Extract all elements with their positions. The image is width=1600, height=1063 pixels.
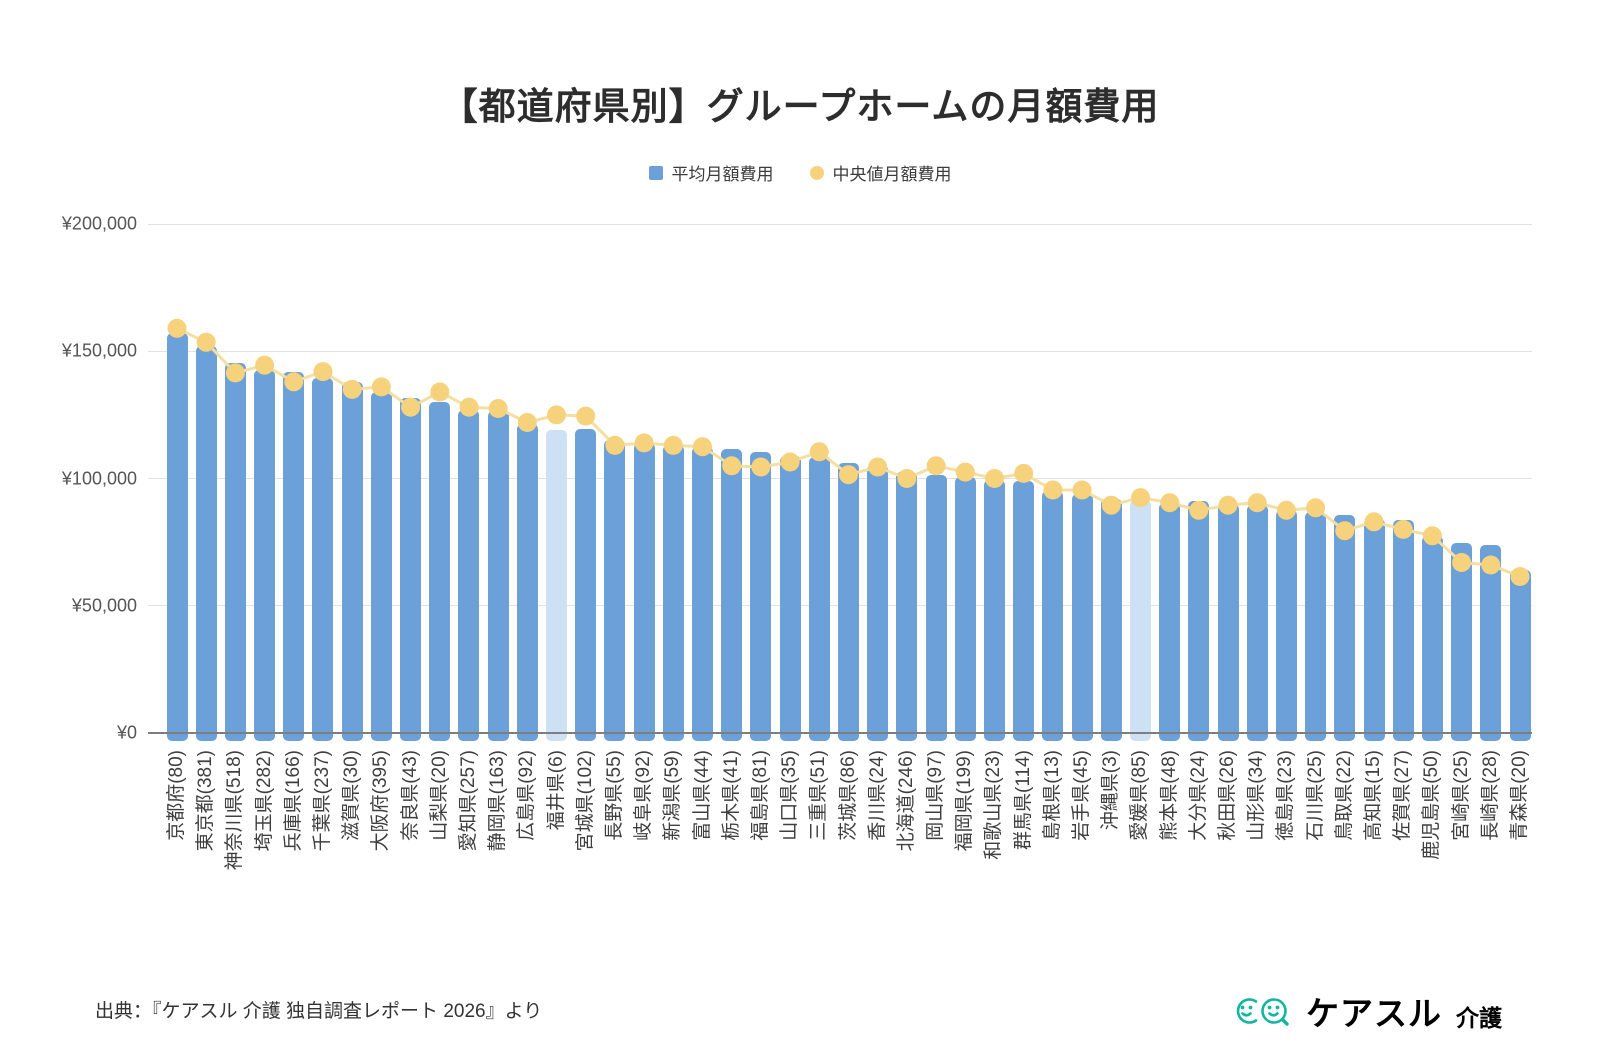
x-axis-label: 奈良県(43) (399, 750, 421, 841)
x-axis-label: 山形県(34) (1246, 750, 1268, 841)
caresul-logo: ケアスル 介護 (1230, 987, 1502, 1035)
x-axis-label: 熊本県(48) (1158, 750, 1180, 841)
x-axis-label: 三重県(51) (808, 750, 830, 841)
legend: 平均月額費用 中央値月額費用 (0, 160, 1600, 185)
x-axis-label: 広島県(92) (516, 750, 538, 841)
y-axis-tick-label: ¥150,000 (61, 340, 137, 361)
x-axis-label: 香川県(24) (866, 750, 888, 841)
x-axis-label: 大阪府(395) (370, 750, 392, 852)
x-axis-label: 千葉県(237) (311, 750, 333, 852)
x-axis-label: 佐賀県(27) (1392, 750, 1414, 841)
x-axis-label: 石川県(25) (1304, 750, 1326, 841)
x-axis-label: 鹿児島県(50) (1421, 750, 1443, 860)
x-axis-label: 神奈川県(518) (224, 750, 246, 871)
median-series-swatch (809, 165, 824, 180)
average-bar (1421, 535, 1443, 741)
y-axis-tick-label: ¥200,000 (61, 213, 137, 234)
x-axis-label: 宮城県(102) (574, 750, 596, 852)
logo-suffix-text: 介護 (1456, 1005, 1502, 1031)
x-axis-label: 東京都(381) (195, 750, 217, 852)
x-axis-label: 沖縄県(3) (1100, 750, 1122, 831)
legend-item-average: 平均月額費用 (648, 160, 774, 185)
x-axis-label: 茨城県(86) (837, 750, 859, 841)
x-axis-label: 埼玉県(282) (253, 750, 275, 852)
x-axis-label: 秋田県(26) (1217, 750, 1239, 841)
x-axis-label: 宮崎県(25) (1450, 750, 1472, 841)
x-axis-label: 福島県(81) (749, 750, 771, 841)
caresul-logo-icon (1236, 998, 1289, 1026)
x-axis-label: 滋賀県(30) (341, 750, 363, 841)
average-bar (1451, 543, 1473, 741)
average-series-swatch (648, 165, 663, 180)
x-axis-label: 青森県(20) (1509, 750, 1530, 841)
x-axis-label: 山梨県(20) (428, 750, 450, 841)
x-axis-label: 長野県(55) (603, 750, 625, 841)
x-axis-label: 福井県(6) (545, 750, 567, 831)
x-axis-label: 兵庫県(166) (282, 750, 304, 852)
average-bar (1480, 544, 1502, 741)
x-axis-label: 鳥取県(22) (1333, 750, 1355, 841)
x-axis-label: 愛媛県(85) (1129, 750, 1151, 841)
x-axis-label: 岩手県(45) (1071, 750, 1093, 841)
x-axis-label: 岐阜県(92) (633, 750, 655, 841)
x-axis-label: 山口県(35) (779, 750, 801, 841)
y-axis-tick-label: ¥100,000 (61, 468, 137, 488)
x-axis-label: 静岡県(163) (487, 750, 509, 852)
x-axis-label: 京都府(80) (166, 750, 187, 841)
legend-label-average: 平均月額費用 (671, 165, 774, 184)
average-bar (1509, 570, 1531, 741)
legend-item-median: 中央値月額費用 (809, 160, 952, 185)
x-axis-label: 愛知県(257) (457, 750, 479, 852)
x-axis-label: 新潟県(59) (662, 750, 684, 841)
x-axis-line (148, 732, 1532, 734)
y-axis-tick-label: ¥50,000 (71, 595, 137, 616)
x-axis-label: 岡山県(97) (925, 750, 947, 841)
x-axis-label: 高知県(15) (1363, 750, 1385, 841)
x-axis-label: 群馬県(114) (1012, 750, 1034, 850)
y-axis-tick-label: ¥0 (116, 722, 137, 743)
logo-brand-text: ケアスル (1306, 995, 1442, 1032)
x-axis-label: 和歌山県(23) (983, 750, 1005, 860)
x-axis-label: 長崎県(28) (1479, 750, 1501, 841)
x-axis-label: 徳島県(23) (1275, 750, 1297, 841)
x-axis-label: 富山県(44) (691, 750, 713, 841)
x-axis-label: 福岡県(199) (954, 750, 976, 852)
legend-label-median: 中央値月額費用 (832, 165, 952, 184)
x-axis-label: 島根県(13) (1041, 750, 1063, 841)
x-axis-label: 大分県(24) (1187, 750, 1209, 841)
source-note: 出典：『ケアスル 介護 独自調査レポート 2026』より (95, 1001, 543, 1022)
chart-title: 【都道府県別】グループホームの月額費用 (440, 86, 1160, 127)
x-axis-label: 北海道(246) (895, 750, 917, 852)
gridline (148, 223, 1532, 225)
x-axis-label: 栃木県(41) (720, 750, 742, 841)
